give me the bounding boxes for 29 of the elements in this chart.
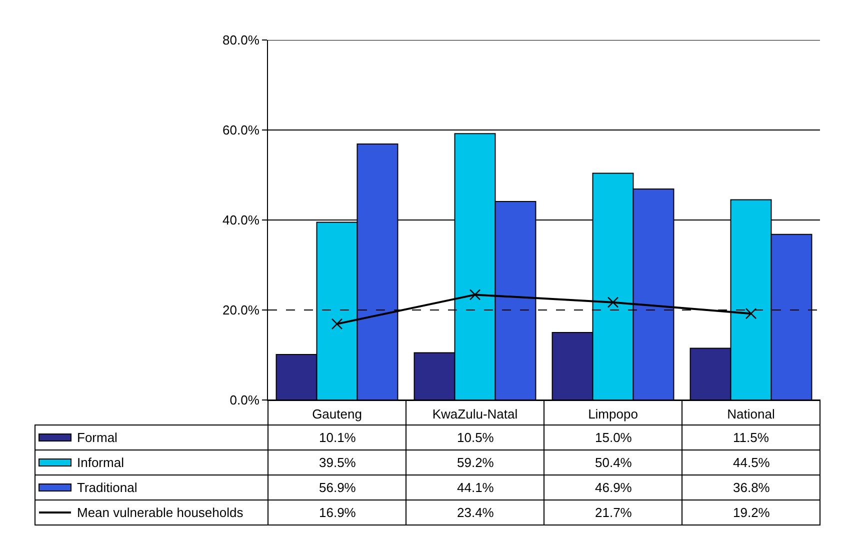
data-label: 16.9% — [319, 505, 356, 520]
x-tick-label: KwaZulu-Natal — [432, 406, 518, 422]
data-label: 23.4% — [457, 505, 494, 520]
x-tick-label: National — [727, 406, 775, 422]
legend-label: Formal — [77, 430, 118, 445]
y-tick-label: 20.0% — [222, 302, 260, 318]
data-label: 10.5% — [457, 430, 494, 445]
y-tick-label: 40.0% — [222, 212, 260, 228]
x-tick-label: Gauteng — [312, 406, 362, 422]
data-label: 44.5% — [733, 455, 770, 470]
data-label: 21.7% — [595, 505, 632, 520]
data-label: 44.1% — [457, 480, 494, 495]
x-tick-label: Limpopo — [588, 406, 638, 422]
data-label: 36.8% — [733, 480, 770, 495]
data-label: 59.2% — [457, 455, 494, 470]
legend-label: Informal — [77, 455, 124, 470]
legend-label: Traditional — [77, 480, 138, 495]
y-tick-label: 60.0% — [222, 122, 260, 138]
data-label: 56.9% — [319, 480, 356, 495]
data-label: 19.2% — [733, 505, 770, 520]
y-tick-label: 0.0% — [230, 392, 260, 408]
data-label: 46.9% — [595, 480, 632, 495]
data-label: 39.5% — [319, 455, 356, 470]
data-label: 15.0% — [595, 430, 632, 445]
data-label: 50.4% — [595, 455, 632, 470]
legend-label: Mean vulnerable households — [77, 505, 244, 520]
y-tick-label: 80.0% — [222, 32, 260, 48]
data-label: 11.5% — [733, 430, 770, 445]
data-label: 10.1% — [319, 430, 356, 445]
